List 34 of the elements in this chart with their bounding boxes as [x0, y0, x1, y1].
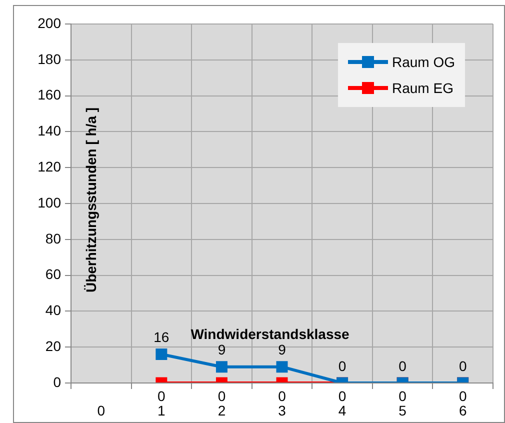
- data-label: 9: [218, 342, 226, 358]
- y-tick-label: 80: [45, 230, 62, 246]
- data-label: 0: [338, 388, 346, 404]
- x-tick-label: 0: [97, 402, 106, 418]
- data-label: 0: [458, 358, 467, 374]
- legend-label: Raum EG: [392, 80, 454, 96]
- data-label: 0: [398, 358, 407, 374]
- y-tick-label: 40: [45, 302, 62, 318]
- y-tick-label: 140: [38, 122, 62, 139]
- y-tick-label: 120: [38, 158, 62, 174]
- data-label: 0: [278, 388, 286, 404]
- y-axis-title: Überhitzungsstunden [ h/a ]: [82, 107, 99, 293]
- data-label: 0: [218, 388, 226, 404]
- y-tick-label: 0: [53, 374, 62, 390]
- y-tick-label: 200: [38, 14, 62, 31]
- x-tick-label: 4: [338, 402, 346, 418]
- x-tick-label: 2: [218, 402, 226, 418]
- y-tick-label: 60: [45, 266, 62, 282]
- data-label: 0: [158, 388, 166, 404]
- y-tick-label: 160: [38, 86, 62, 103]
- x-tick-label: 1: [158, 402, 166, 418]
- x-axis-title: Windwiderstandsklasse: [190, 326, 350, 342]
- legend-label: Raum OG: [392, 54, 456, 70]
- x-tick-label: 6: [458, 402, 467, 418]
- y-tick-label: 180: [38, 50, 62, 67]
- data-label: 9: [278, 342, 286, 358]
- data-label: 0: [398, 388, 407, 404]
- data-label: 0: [458, 388, 467, 404]
- data-label: 16: [154, 329, 170, 346]
- data-label: 0: [338, 358, 346, 374]
- y-tick-label: 100: [38, 194, 62, 210]
- x-tick-label: 3: [278, 402, 286, 418]
- x-tick-label: 5: [398, 402, 407, 418]
- y-tick-label: 20: [45, 338, 62, 354]
